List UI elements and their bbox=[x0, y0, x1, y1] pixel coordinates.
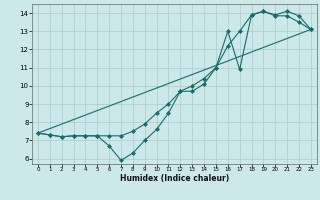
X-axis label: Humidex (Indice chaleur): Humidex (Indice chaleur) bbox=[120, 174, 229, 183]
